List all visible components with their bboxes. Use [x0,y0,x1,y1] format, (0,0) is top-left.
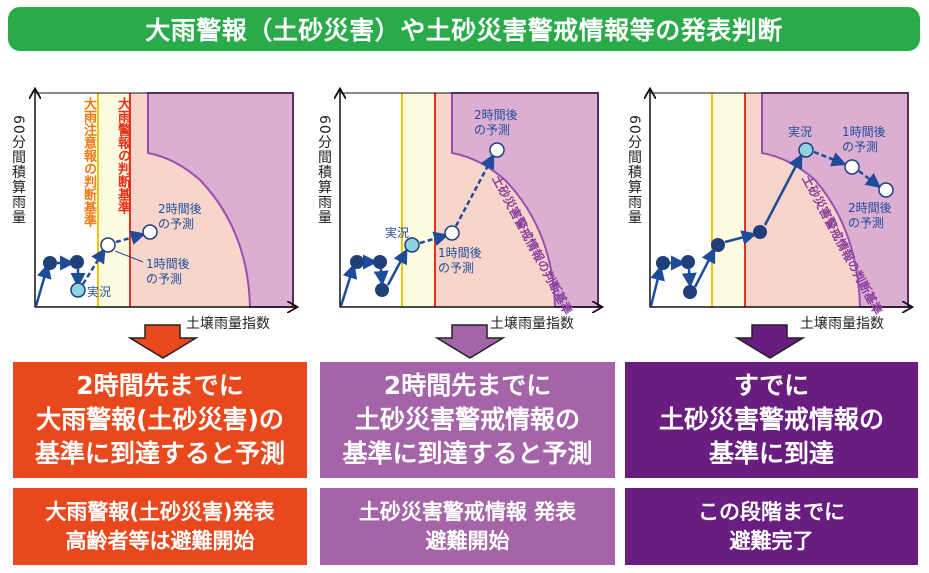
svg-text:の予測: の予測 [848,216,884,230]
x-axis-label: 土壌雨量指数 [800,316,884,332]
svg-text:1時間後: 1時間後 [842,125,886,139]
x-axis-label: 土壌雨量指数 [490,316,574,332]
svg-text:の予測: の予測 [474,123,510,137]
action-box-1: 大雨警報(土砂災害)発表 高齢者等は避難開始 [13,488,307,565]
point-current [70,282,86,298]
svg-text:2時間後: 2時間後 [158,202,202,216]
svg-text:実況: 実況 [87,284,111,299]
down-arrow-icon [734,324,806,359]
advisory-criterion-label: 大雨注意報の判断基準 [81,97,96,227]
point-past [70,255,84,269]
down-arrow-icon [434,324,506,359]
result-box-1: 2時間先までに 大雨警報(土砂災害)の 基準に到達すると予測 [13,362,307,478]
svg-text:の予測: の予測 [842,140,878,154]
down-arrow-icon [127,324,199,359]
svg-text:実況: 実況 [788,124,812,139]
svg-text:1時間後: 1時間後 [146,257,190,271]
y-axis-label: 60分間積算雨量 [10,115,26,225]
warning-criterion-label: 大雨警報の判断基準 [115,97,130,214]
x-axis-label: 土壌雨量指数 [186,316,270,332]
svg-text:1時間後: 1時間後 [438,246,482,260]
svg-text:の予測: の予測 [438,261,474,275]
svg-text:実況: 実況 [385,225,409,240]
point-forecast-2h [142,224,158,240]
point-past [43,256,57,270]
svg-text:2時間後: 2時間後 [848,201,892,215]
y-axis-label: 60分間積算雨量 [626,115,642,225]
action-box-3: この段階までに 避難完了 [625,488,918,565]
action-box-2: 土砂災害警戒情報 発表 避難開始 [320,488,615,565]
svg-text:2時間後: 2時間後 [474,108,518,122]
y-axis-label: 60分間積算雨量 [316,115,332,225]
result-box-3: すでに 土砂災害警戒情報の 基準に到達 [625,362,918,478]
svg-text:の予測: の予測 [158,217,194,231]
page-title: 大雨警報（土砂災害）や土砂災害警戒情報等の発表判断 [8,7,920,51]
point-forecast-1h [100,237,116,253]
svg-text:の予測: の予測 [146,272,182,286]
result-box-2: 2時間先までに 土砂災害警戒情報の 基準に到達すると予測 [320,362,615,478]
